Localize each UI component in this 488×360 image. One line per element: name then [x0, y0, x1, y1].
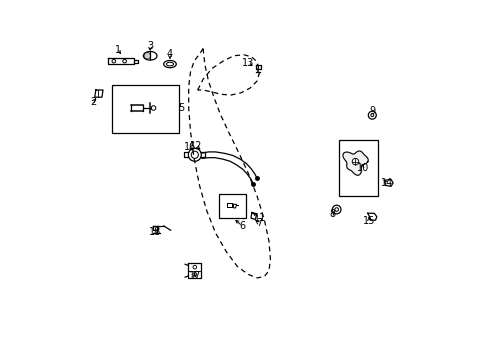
Text: 14: 14: [380, 178, 392, 188]
Text: 7: 7: [255, 218, 262, 228]
Bar: [112, 85, 178, 133]
Text: 5: 5: [178, 103, 184, 113]
Text: 16: 16: [183, 142, 196, 152]
Text: 12: 12: [190, 141, 203, 151]
Text: 15: 15: [362, 216, 374, 226]
Bar: [219, 194, 246, 218]
Text: 8: 8: [328, 209, 335, 219]
Text: 11: 11: [253, 213, 265, 223]
Text: 1: 1: [115, 45, 121, 55]
Text: 2: 2: [90, 96, 96, 107]
Text: 4: 4: [166, 49, 173, 59]
Bar: [338, 140, 378, 196]
Text: 6: 6: [239, 221, 245, 231]
Text: 9: 9: [368, 106, 375, 116]
Text: 10: 10: [356, 163, 368, 174]
Text: 18: 18: [149, 227, 161, 237]
Ellipse shape: [144, 53, 150, 59]
Polygon shape: [342, 151, 367, 175]
Text: 17: 17: [188, 271, 201, 282]
Text: 3: 3: [147, 41, 153, 51]
Text: 13: 13: [242, 58, 254, 68]
